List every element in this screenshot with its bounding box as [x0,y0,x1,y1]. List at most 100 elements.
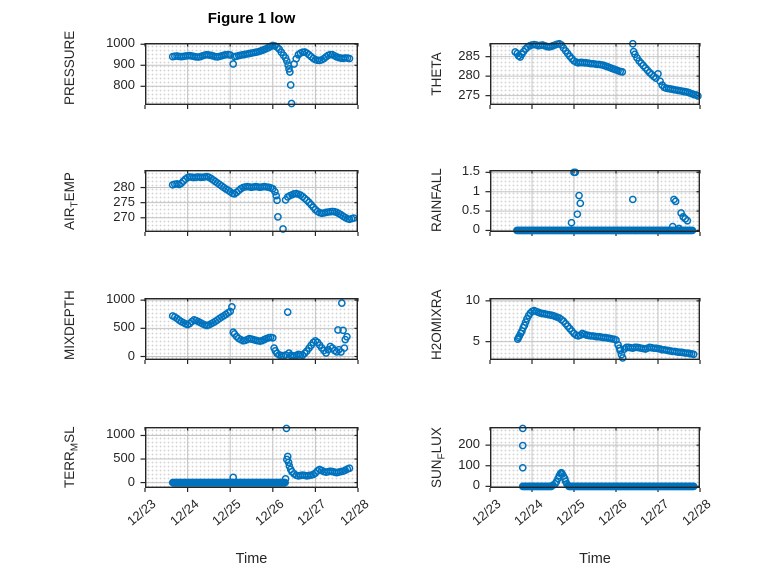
plot-area [485,297,701,364]
scatter-point [679,213,688,221]
y-axis-label: AIRTEMP [62,172,81,230]
scatter-point [564,481,572,490]
scatter-point [671,197,680,206]
y-tick-label: 280 [113,178,135,194]
scatter-point [340,344,349,352]
minor-grid [490,427,700,488]
y-tick-label: 285 [458,47,480,63]
subplot-terr_msl: 0 500 1000 TERRMSL 12/23 12/24 12/25 12/26 12/27… [62,424,372,528]
subplot-rainfall: 0 0.5 1 1.5 RAINFALL [429,163,701,236]
subplot-h2omixra: 5 10 H2OMIXRA [429,289,701,364]
y-tick-label: 10 [465,291,480,307]
scatter-point [282,424,291,433]
y-tick-label: 5 [472,332,480,348]
scatter-point [298,351,307,360]
x-tick-label: 12/26 [595,496,630,529]
plot-area [140,41,359,109]
x-tick-label: 12/24 [166,496,202,529]
scatter-point [274,213,282,221]
y-tick-label: 500 [113,319,135,335]
minor-grid [145,298,358,360]
y-tick-label: 1 [472,182,480,198]
scatter-point [283,308,292,316]
y-tick-label: 0 [127,347,135,363]
x-tick-label: 12/26 [251,496,287,529]
scatter-point [281,478,290,487]
plot-area [140,424,359,492]
y-axis-label: MIXDEPTH [62,290,77,360]
x-tick-label: 12/25 [553,496,588,529]
scatter-point [618,68,627,76]
scatter-point [694,92,702,100]
scatter-point [339,326,347,335]
scatter-point [271,187,279,196]
y-tick-label: 1000 [106,291,135,307]
y-tick-label: 270 [113,208,135,224]
scatter-point [343,332,351,341]
y-tick-label: 900 [113,56,135,72]
y-tick-label: 280 [458,67,480,83]
plot-area [485,424,701,492]
scatter-point [616,346,625,355]
scatter-point [518,424,527,433]
scatter-point [334,326,342,334]
x-tick-label: 12/23 [469,496,504,529]
scatter-point [287,99,296,108]
x-tick-label: 12/28 [337,496,372,529]
y-axis-label: H2OMIXRA [429,289,444,360]
y-axis-label: TERRMSL [62,426,81,488]
subplot-sun_flux: 0 100 200 SUNFLUX 12/23 12/24 12/25 12/26 12/27 1… [429,424,714,528]
y-axis-label: SUNFLUX [429,427,448,488]
scatter-point [618,354,627,362]
scatter-point [332,348,341,356]
x-tick-label: 12/25 [209,496,244,529]
scatter-point [228,303,236,311]
y-tick-label: 275 [113,193,135,209]
scatter-point [281,474,290,483]
y-tick-label: 800 [113,77,135,93]
scatter-point [628,195,637,204]
scatter-point [337,299,346,307]
y-tick-label: 0.5 [461,202,480,218]
y-axis-label: THETA [429,52,444,96]
scatter-point [689,482,698,491]
scatter-point [575,191,583,200]
scatter-point [177,179,186,188]
scatter-point [229,473,238,482]
subplot-theta: 275 280 285 THETA [429,39,702,109]
scatter-point [567,218,576,227]
scatter-point [226,307,235,316]
scatter-point [268,334,277,342]
scatter-point [285,65,293,73]
scatter-point [645,68,654,77]
scatter-point [303,196,311,205]
y-tick-label: 500 [113,450,135,466]
scatter-point [285,68,294,76]
x-tick-label: 12/28 [679,496,714,529]
y-tick-label: 100 [458,456,480,472]
subplot-air_temp: 270 275 280 AIRTEMP [62,169,359,236]
scatter-point [518,441,527,450]
y-tick-label: 0 [472,221,480,237]
scatter-point [688,226,697,235]
scatter-point [571,168,580,177]
minor-grid [145,427,358,488]
figure-title: Figure 1 low [207,10,296,27]
x-tick-label: 12/23 [124,496,159,529]
y-axis-label: PRESSURE [62,30,77,105]
x-tick-label: 12/27 [637,496,672,529]
scatter-point [681,214,690,223]
scatter-point [518,463,527,472]
scatter-point [279,225,287,233]
y-tick-label: 0 [127,473,135,489]
scatter-point [283,57,291,65]
scatter-point [345,464,354,473]
y-tick-label: 1000 [106,426,135,442]
scatter-point [576,199,585,208]
scatter-point [689,350,698,359]
scatter-point [345,54,354,63]
x-axis-label-left: Time [235,551,268,567]
subplot-pressure: 800 900 1000 PRESSURE [62,31,359,109]
scatter-point [272,191,281,200]
